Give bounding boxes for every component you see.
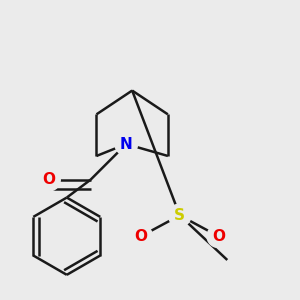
Circle shape (130, 225, 152, 248)
Circle shape (168, 204, 191, 227)
Circle shape (207, 225, 230, 248)
Text: N: N (120, 136, 133, 152)
Text: O: O (212, 229, 225, 244)
Circle shape (115, 133, 137, 155)
Text: S: S (174, 208, 185, 223)
Circle shape (38, 168, 60, 191)
Text: O: O (42, 172, 56, 187)
Text: O: O (135, 229, 148, 244)
